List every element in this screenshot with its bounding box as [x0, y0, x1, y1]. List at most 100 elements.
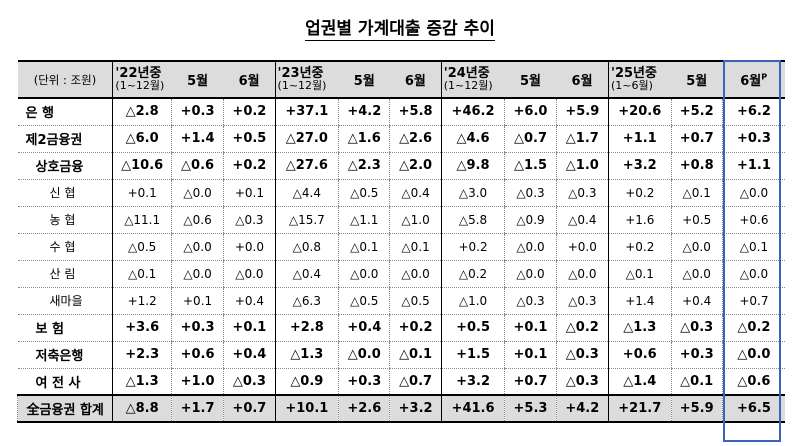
table-cell: △0.0 — [721, 341, 785, 369]
table-cell: △0.7 — [504, 125, 557, 153]
table-cell: △0.6 — [721, 368, 785, 396]
table-cell: △0.2 — [555, 314, 609, 342]
header-group-2024: '24년중 (1~12월) — [440, 60, 505, 99]
table-cell: +0.6 — [607, 341, 672, 369]
table-cell: △0.0 — [721, 260, 785, 288]
table-cell: +0.3 — [170, 314, 224, 342]
table-cell: +1.2 — [112, 287, 172, 315]
total-cell: +0.7 — [223, 394, 276, 423]
table-cell: +37.1 — [274, 98, 339, 126]
table-cell: +0.3 — [170, 98, 224, 126]
table-cell: △0.6 — [170, 206, 224, 234]
table-cell: +1.4 — [607, 287, 672, 315]
table-cell: +0.5 — [440, 314, 505, 342]
table-row: 산 림 △0.1 △0.0 △0.0 △0.4 △0.0 △0.0 △0.2 △0.0 △0.0 △… — [17, 260, 785, 288]
table-cell: △0.3 — [223, 368, 276, 396]
table-cell: △0.9 — [274, 368, 339, 396]
table-cell: △0.5 — [338, 287, 390, 315]
table-cell: +0.3 — [670, 341, 723, 369]
table-cell: +5.2 — [670, 98, 723, 126]
header-2023-may: 5월 — [338, 60, 390, 99]
table-cell: +3.2 — [607, 152, 672, 180]
header-group-2022: '22년중 (1~12월) — [112, 60, 172, 99]
table-cell: △6.3 — [274, 287, 339, 315]
table-cell: △0.1 — [338, 233, 390, 261]
table-cell: △1.0 — [555, 152, 609, 180]
table-cell: +0.5 — [223, 125, 276, 153]
table-row: 저축은행 +2.3 +0.6 +0.4 △1.3 △0.0 △0.1 +1.5 +0.1 △0.3… — [17, 341, 785, 369]
table-row: 제2금융권 △6.0 +1.4 +0.5 △27.0 △1.6 △2.6 △4.6 △0.7 △1… — [17, 125, 785, 153]
table-cell: +0.6 — [721, 206, 785, 234]
total-cell: +21.7 — [607, 394, 672, 423]
table-cell: △1.0 — [440, 287, 505, 315]
header-group-2023: '23년중 (1~12월) — [274, 60, 339, 99]
table-cell: +0.6 — [170, 341, 224, 369]
table-cell: +0.1 — [504, 341, 557, 369]
table-cell: +0.4 — [223, 287, 276, 315]
table-cell: △27.6 — [274, 152, 339, 180]
table-cell: +0.4 — [223, 341, 276, 369]
table-cell: △0.7 — [389, 368, 442, 396]
table-cell: △1.1 — [338, 206, 390, 234]
table-cell: △0.1 — [112, 260, 172, 288]
table-cell: △0.0 — [721, 179, 785, 207]
row-label: 산 림 — [17, 260, 113, 288]
table-cell: △0.5 — [338, 179, 390, 207]
table-title: 업권별 가계대출 증감 추이 — [305, 19, 495, 41]
table-cell: +0.7 — [721, 287, 785, 315]
table-cell: +3.2 — [440, 368, 505, 396]
total-cell: +3.2 — [389, 394, 442, 423]
table-cell: △0.0 — [670, 233, 723, 261]
header-row: (단위 : 조원) '22년중 (1~12월) 5월 6월 '23년중 (1~12월… — [17, 60, 785, 99]
table-cell: +1.1 — [721, 152, 785, 180]
table-cell: +0.2 — [389, 314, 442, 342]
table-cell: +6.2 — [721, 98, 785, 126]
table-cell: △0.3 — [555, 179, 609, 207]
total-cell: +4.2 — [555, 394, 609, 423]
table-cell: +5.8 — [389, 98, 442, 126]
table-cell: △1.3 — [607, 314, 672, 342]
row-label: 저축은행 — [17, 341, 113, 369]
table-cell: +0.1 — [223, 314, 276, 342]
table-cell: △0.0 — [670, 260, 723, 288]
table-cell: △0.2 — [721, 314, 785, 342]
table-cell: △1.0 — [389, 206, 442, 234]
table-cell: △4.4 — [274, 179, 339, 207]
table-cell: △1.3 — [274, 341, 339, 369]
table-cell: +1.6 — [607, 206, 672, 234]
table-cell: +0.5 — [670, 206, 723, 234]
table-cell: △2.6 — [389, 125, 442, 153]
household-loan-table: (단위 : 조원) '22년중 (1~12월) 5월 6월 '23년중 (1~12월… — [16, 60, 785, 423]
table-cell: △0.0 — [504, 260, 557, 288]
table-cell: △0.0 — [504, 233, 557, 261]
table-cell: △1.5 — [504, 152, 557, 180]
table-cell: △0.3 — [555, 368, 609, 396]
table-cell: △0.3 — [223, 206, 276, 234]
table-cell: +0.4 — [670, 287, 723, 315]
table-cell: △9.8 — [440, 152, 505, 180]
table-cell: +2.8 — [274, 314, 339, 342]
table-cell: △1.6 — [338, 125, 390, 153]
total-cell: △8.8 — [112, 394, 172, 423]
table-cell: △2.8 — [112, 98, 172, 126]
table-cell: +0.1 — [223, 179, 276, 207]
header-2024-may: 5월 — [504, 60, 557, 99]
table-cell: △1.7 — [555, 125, 609, 153]
table-cell: △0.0 — [389, 260, 442, 288]
table-row: 새마을 +1.2 +0.1 +0.4 △6.3 △0.5 △0.5 △1.0 △0.3 △0.3 +… — [17, 287, 785, 315]
table-cell: △1.4 — [607, 368, 672, 396]
total-cell: +2.6 — [338, 394, 390, 423]
table-cell: +1.5 — [440, 341, 505, 369]
table-cell: △0.0 — [555, 260, 609, 288]
table-row: 농 협 △11.1 △0.6 △0.3 △15.7 △1.1 △1.0 △5.8 △0.9 △0.… — [17, 206, 785, 234]
total-row: 全금융권 합계 △8.8 +1.7 +0.7 +10.1 +2.6 +3.2 +41.6 +5.… — [16, 394, 785, 423]
row-label: 새마을 — [17, 287, 113, 315]
table-cell: △27.0 — [274, 125, 339, 153]
table-cell: △0.1 — [670, 179, 723, 207]
table-cell: +1.0 — [170, 368, 224, 396]
table-cell: △0.8 — [274, 233, 339, 261]
header-2025-jun: 6월P — [722, 60, 785, 99]
table-cell: △11.1 — [112, 206, 172, 234]
table-cell: △0.0 — [338, 260, 390, 288]
table-cell: +0.2 — [223, 152, 276, 180]
